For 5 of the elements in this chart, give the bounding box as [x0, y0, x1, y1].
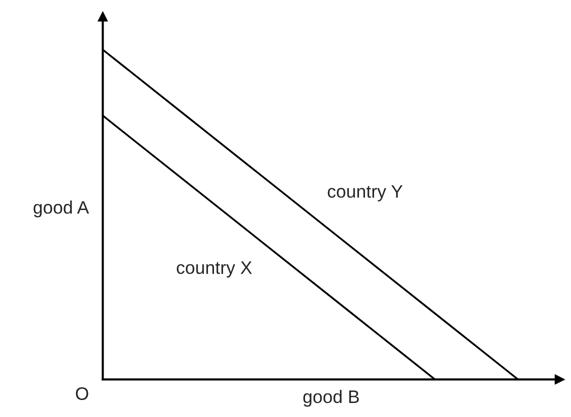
- text: O: [76, 387, 88, 400]
- x-axis-title: good B: [303, 390, 359, 407]
- y-axis-title: good A: [34, 200, 90, 218]
- series-label: country X: [176, 261, 252, 278]
- series-label: country Y: [328, 185, 403, 202]
